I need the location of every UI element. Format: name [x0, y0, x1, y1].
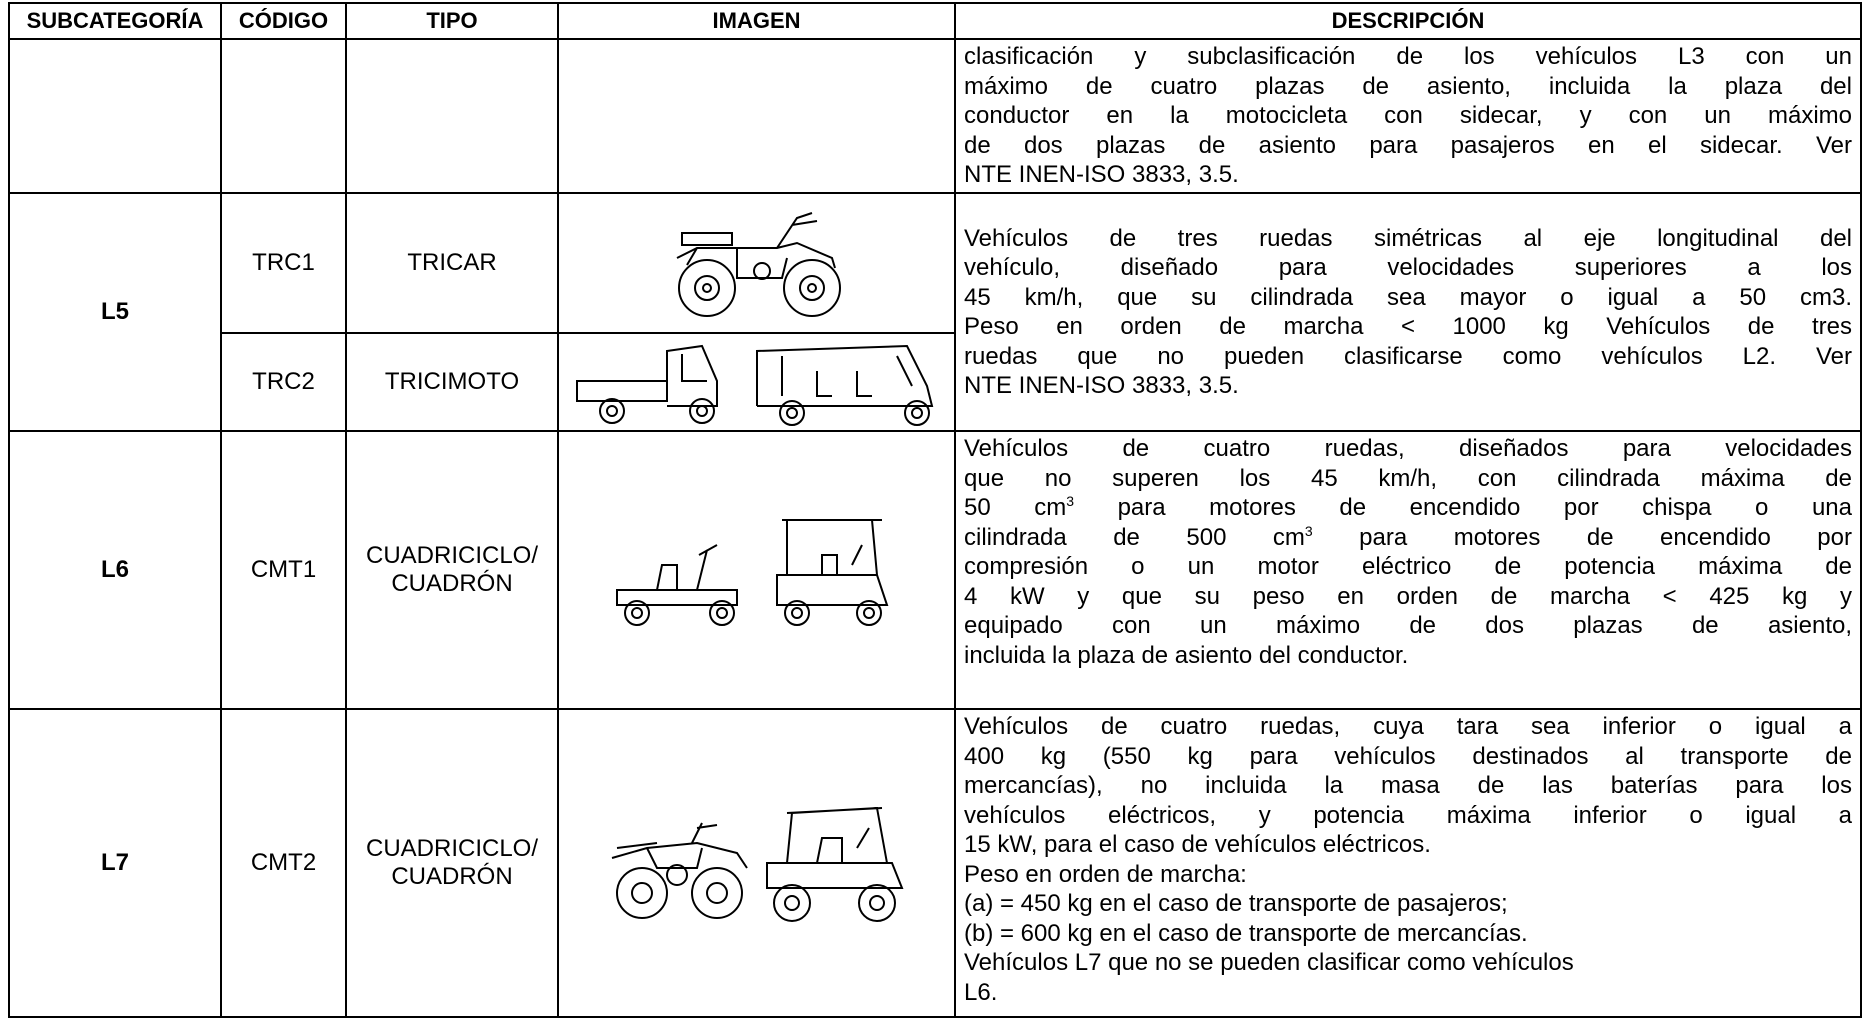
description-line: ruedas que no pueden clasificarse como v…	[964, 342, 1852, 370]
header-cell: CÓDIGO	[220, 2, 347, 40]
code: CMT2	[220, 708, 347, 1018]
subcategory: L6	[8, 430, 222, 710]
empty-cell	[220, 38, 347, 194]
row: L7 CMT2 CUADRICICLO/ CUADRÓN Vehículos d…	[8, 708, 1862, 1018]
subcategory: L7	[8, 708, 222, 1018]
empty-cell	[345, 38, 559, 194]
code: TRC1	[220, 192, 347, 334]
description-line: Peso en orden de marcha:	[964, 860, 1247, 888]
row: L6 CMT1 CUADRICICLO/ CUADRÓN Vehículos d…	[8, 430, 1862, 710]
description-line: 4 kW y que su peso en orden de marcha < …	[964, 582, 1852, 610]
superscript: 3	[1066, 493, 1075, 509]
description-line: 50 cm3 para motores de encendido por chi…	[964, 493, 1852, 523]
quad-drawing	[676, 212, 841, 317]
description-line: Vehículos L7 que no se pueden clasificar…	[964, 949, 1574, 976]
description-line: equipado con un máximo de dos plazas de …	[964, 612, 1852, 639]
code: CMT1	[220, 430, 347, 710]
row: L5 TRC1 TRICAR Vehículos de tres ruedas …	[8, 192, 1862, 432]
description-line: clasificación y subclasificación de los …	[964, 43, 1852, 70]
type: CUADRICICLO/ CUADRÓN	[345, 430, 559, 710]
tricycle-drawing	[575, 344, 933, 426]
description-line: compresión o un motor eléctrico de poten…	[964, 553, 1852, 580]
header-cell: SUBCATEGORÍA	[8, 2, 222, 40]
description-line: Vehículos de cuatro ruedas, diseñados pa…	[964, 435, 1852, 462]
empty-cell	[8, 38, 222, 194]
description-line: (a) = 450 kg en el caso de transporte de…	[964, 890, 1508, 917]
description-line: NTE INEN-ISO 3833, 3.5.	[964, 372, 1239, 399]
description-line: (b) = 600 kg en el caso de transporte de…	[964, 919, 1528, 947]
row: clasificación y subclasificación de los …	[8, 38, 1862, 194]
classification-table: SUBCATEGORÍA CÓDIGO TIPO IMAGEN DESCRIPC…	[8, 2, 1862, 1018]
description-line: Vehículos de cuatro ruedas, cuya tara se…	[964, 713, 1852, 740]
description-line: NTE INEN-ISO 3833, 3.5.	[964, 161, 1239, 188]
image-cell	[557, 192, 956, 334]
description-line: cilindrada de 500 cm3 para motores de en…	[964, 523, 1852, 553]
description-line: Vehículos de tres ruedas simétricas al e…	[964, 224, 1852, 252]
description-line: 400 kg (550 kg para vehículos destinados…	[964, 742, 1852, 770]
description-line: incluida la plaza de asiento del conduct…	[964, 641, 1409, 669]
image-cell	[557, 430, 956, 710]
type: TRICIMOTO	[345, 332, 559, 432]
header-cell: DESCRIPCIÓN	[954, 2, 1862, 40]
subcategory: L5	[8, 192, 222, 432]
description-line: que no superen los 45 km/h, con cilindra…	[964, 464, 1852, 492]
text-segment: 50 cm	[964, 494, 1067, 521]
description-line: 15 kW, para el caso de vehículos eléctri…	[964, 831, 1431, 858]
description-line: máximo de cuatro plazas de asiento, incl…	[964, 72, 1852, 100]
header-row: SUBCATEGORÍA CÓDIGO TIPO IMAGEN DESCRIPC…	[8, 2, 1862, 40]
atv-utv-drawing	[611, 806, 903, 922]
description-line: de dos plazas de asiento para pasajeros …	[964, 131, 1852, 159]
description: clasificación y subclasificación de los …	[954, 38, 1862, 194]
header-cell: IMAGEN	[557, 2, 956, 40]
superscript: 3	[1304, 522, 1313, 539]
description: Vehículos de cuatro ruedas, diseñados pa…	[954, 430, 1862, 710]
description-line: vehículo, diseñado para velocidades supe…	[964, 254, 1852, 281]
header-cell: TIPO	[345, 2, 559, 40]
description-line: Peso en orden de marcha < 1000 kg Vehícu…	[964, 313, 1852, 340]
text-segment: para motores de encendido por chispa o u…	[1074, 494, 1852, 521]
description-line: vehículos eléctricos, y potencia máxima …	[964, 801, 1852, 829]
description: Vehículos de tres ruedas simétricas al e…	[954, 192, 1862, 432]
description: Vehículos de cuatro ruedas, cuya tara se…	[954, 708, 1862, 1018]
cart-drawing	[615, 519, 888, 626]
code: TRC2	[220, 332, 347, 432]
type: TRICAR	[345, 192, 559, 334]
empty-cell	[557, 38, 956, 194]
row: TRC2 TRICIMOTO	[9, 332, 1861, 432]
image-cell	[557, 332, 956, 432]
image-cell	[557, 708, 956, 1018]
description-line: 45 km/h, que su cilindrada sea mayor o i…	[964, 283, 1852, 311]
text-segment: para motores de encendido por	[1312, 523, 1852, 551]
type: CUADRICICLO/ CUADRÓN	[345, 708, 559, 1018]
text-segment: cilindrada de 500 cm	[964, 523, 1305, 551]
description-line: mercancías), no incluida la masa de las …	[964, 772, 1852, 799]
description-line: L6.	[964, 978, 998, 1006]
description-line: conductor en la motocicleta con sidecar,…	[964, 102, 1852, 129]
